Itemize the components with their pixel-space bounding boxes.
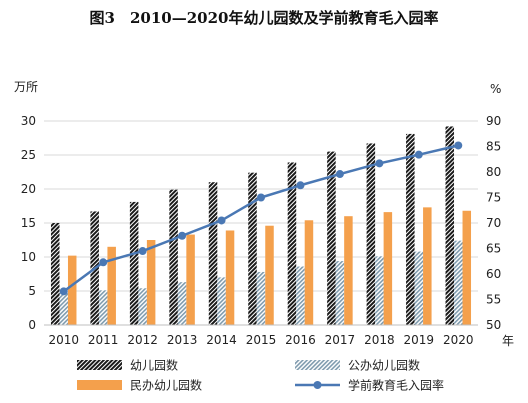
bar-民办幼儿园数 xyxy=(265,225,274,325)
bar-民办幼儿园数 xyxy=(344,216,353,325)
y-tick-label: 15 xyxy=(21,216,36,230)
point-学前教育毛入园率 xyxy=(99,258,108,267)
legend-marker-enrollment-rate xyxy=(313,381,322,389)
bar-公办幼儿园数 xyxy=(256,271,266,325)
bar-民办幼儿园数 xyxy=(383,212,393,325)
bar-公办幼儿园数 xyxy=(98,290,108,325)
line-series xyxy=(59,141,463,296)
x-tick-label: 2017 xyxy=(325,333,356,347)
bar-民办幼儿园数 xyxy=(462,210,472,325)
y2-tick-label: 50 xyxy=(486,318,501,332)
bar-民办幼儿园数 xyxy=(67,255,77,325)
x-tick-label: 2010 xyxy=(48,333,79,347)
legend-label-public-kindergartens: 公办幼儿园数 xyxy=(348,358,420,373)
bar-幼儿园数 xyxy=(248,172,257,325)
x-axis-unit-label: 年 xyxy=(502,334,514,348)
point-学前教育毛入园率 xyxy=(296,181,305,190)
bar-民办幼儿园数 xyxy=(225,230,235,325)
point-学前教育毛入园率 xyxy=(375,159,384,168)
y2-tick-label: 65 xyxy=(486,242,501,256)
legend-swatch-public-kindergartens xyxy=(295,360,340,370)
y2-tick-label: 90 xyxy=(486,114,501,128)
x-tick-label: 2020 xyxy=(443,333,474,347)
legend-swatch-private-kindergartens xyxy=(77,380,122,390)
bar-公办幼儿园数 xyxy=(177,282,187,325)
bar-幼儿园数 xyxy=(169,189,178,325)
point-学前教育毛入园率 xyxy=(217,216,226,225)
bar-公办幼儿园数 xyxy=(138,288,147,325)
legend-item-kindergartens: 幼儿园数 xyxy=(77,358,178,373)
legend-label-enrollment-rate: 学前教育毛入园率 xyxy=(348,378,444,393)
x-tick-label: 2012 xyxy=(127,333,158,347)
bar-幼儿园数 xyxy=(327,151,336,325)
y2-axis-unit-label: % xyxy=(490,82,501,96)
y-tick-label: 30 xyxy=(21,114,36,128)
x-tick-label: 2018 xyxy=(364,333,395,347)
x-tick-label: 2015 xyxy=(246,333,277,347)
bar-公办幼儿园数 xyxy=(375,256,384,325)
bar-幼儿园数 xyxy=(208,182,218,325)
y-tick-label: 0 xyxy=(28,318,36,332)
bar-幼儿园数 xyxy=(406,133,415,325)
point-学前教育毛入园率 xyxy=(414,150,423,159)
legend-item-public-kindergartens: 公办幼儿园数 xyxy=(295,358,420,373)
axes: 0 5 10 15 20 25 30 50 55 60 65 70 75 80 85 90 2010 2011 20… xyxy=(21,114,502,347)
point-学前教育毛入园率 xyxy=(257,193,265,202)
y-tick-label: 25 xyxy=(21,148,36,162)
legend-label-private-kindergartens: 民办幼儿园数 xyxy=(130,378,202,393)
y-tick-label: 10 xyxy=(21,250,36,264)
y2-tick-label: 75 xyxy=(486,191,501,205)
x-tick-label: 2014 xyxy=(206,333,237,347)
x-tick-label: 2016 xyxy=(285,333,316,347)
bar-民办幼儿园数 xyxy=(423,207,432,325)
x-tick-label: 2011 xyxy=(88,333,119,347)
line-学前教育毛入园率 xyxy=(62,144,459,293)
y2-tick-label: 85 xyxy=(486,140,501,154)
point-学前教育毛入园率 xyxy=(138,247,147,256)
point-学前教育毛入园率 xyxy=(178,231,187,240)
gridlines xyxy=(44,120,478,292)
bar-民办幼儿园数 xyxy=(107,246,116,325)
x-tick-label: 2019 xyxy=(404,333,435,347)
bar-民办幼儿园数 xyxy=(304,220,314,325)
y2-tick-label: 60 xyxy=(486,267,501,281)
bar-幼儿园数 xyxy=(50,223,60,325)
bars xyxy=(50,126,472,325)
bar-幼儿园数 xyxy=(445,126,455,325)
bar-幼儿园数 xyxy=(366,143,376,325)
y2-tick-label: 70 xyxy=(486,216,501,230)
bar-公办幼儿园数 xyxy=(59,292,68,325)
y-tick-label: 5 xyxy=(28,284,36,298)
bar-公办幼儿园数 xyxy=(454,240,463,325)
point-学前教育毛入园率 xyxy=(335,170,344,179)
y-axis-unit-label: 万所 xyxy=(14,80,38,94)
y2-tick-label: 55 xyxy=(486,293,501,307)
legend-label-kindergartens: 幼儿园数 xyxy=(130,358,178,373)
legend: 幼儿园数 公办幼儿园数 民办幼儿园数 学前教育毛入园率 xyxy=(77,358,444,393)
bar-公办幼儿园数 xyxy=(296,266,305,325)
x-tick-label: 2013 xyxy=(167,333,198,347)
legend-item-private-kindergartens: 民办幼儿园数 xyxy=(77,378,202,393)
legend-swatch-kindergartens xyxy=(77,360,122,370)
y2-tick-label: 80 xyxy=(486,165,501,179)
bar-幼儿园数 xyxy=(287,162,297,325)
chart-title: 图3 2010—2020年幼儿园数及学前教育毛入园率 xyxy=(90,9,439,27)
bar-民办幼儿园数 xyxy=(146,240,156,325)
point-学前教育毛入园率 xyxy=(59,287,68,296)
legend-item-enrollment-rate: 学前教育毛入园率 xyxy=(295,378,444,393)
bar-幼儿园数 xyxy=(129,201,139,325)
bar-公办幼儿园数 xyxy=(414,251,424,325)
y-tick-label: 20 xyxy=(21,182,36,196)
bar-公办幼儿园数 xyxy=(217,277,226,325)
bar-民办幼儿园数 xyxy=(186,234,195,325)
bar-公办幼儿园数 xyxy=(335,261,345,325)
point-学前教育毛入园率 xyxy=(454,141,463,150)
